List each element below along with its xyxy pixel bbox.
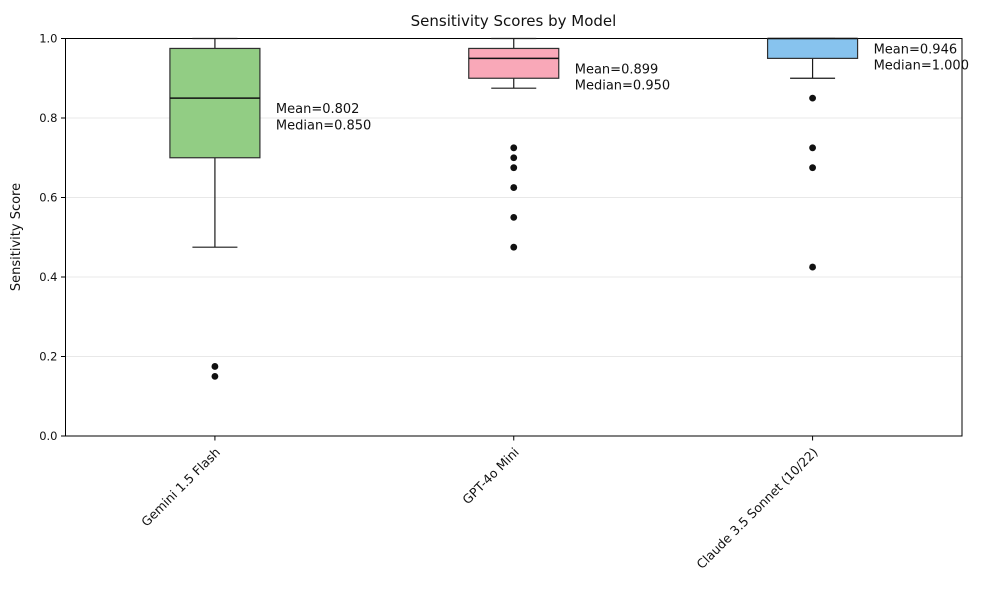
annotation-gemini-1-5-flash: Median=0.850 — [276, 118, 371, 133]
x-tick-label-claude-3-5-sonnet-10-22: Claude 3.5 Sonnet (10/22) — [693, 445, 820, 572]
annotation-gpt-4o-mini: Mean=0.899 — [575, 62, 659, 77]
box-gemini-1-5-flash — [169, 47, 261, 159]
outlier-point-gpt-4o-mini — [510, 154, 518, 162]
outlier-point-gemini-1-5-flash — [211, 372, 219, 380]
y-tick-label: 0.0 — [39, 429, 57, 443]
outlier-point-claude-3-5-sonnet-10-22 — [809, 144, 816, 152]
y-tick-label: 0.4 — [39, 270, 57, 284]
box-claude-3-5-sonnet-10-22 — [766, 37, 859, 59]
y-axis-label: Sensitivity Score — [9, 183, 24, 291]
x-tick-label-gpt-4o-mini: GPT-4o Mini — [459, 445, 522, 508]
annotation-gpt-4o-mini: Median=0.950 — [575, 79, 670, 94]
outlier-point-gpt-4o-mini — [510, 164, 518, 172]
outlier-point-gpt-4o-mini — [510, 213, 518, 221]
annotation-gemini-1-5-flash: Mean=0.802 — [276, 102, 360, 117]
y-tick-label: 0.6 — [39, 191, 57, 205]
outlier-point-claude-3-5-sonnet-10-22 — [809, 263, 816, 271]
outlier-point-gemini-1-5-flash — [211, 363, 219, 370]
outlier-point-gpt-4o-mini — [510, 144, 518, 152]
box-gpt-4o-mini — [468, 47, 560, 79]
chart-title: Sensitivity Scores by Model — [411, 12, 617, 30]
annotation-claude-3-5-sonnet-10-22: Median=1.000 — [874, 59, 969, 74]
outlier-point-claude-3-5-sonnet-10-22 — [809, 164, 816, 172]
outlier-point-gpt-4o-mini — [510, 243, 518, 251]
x-tick-label-gemini-1-5-flash: Gemini 1.5 Flash — [138, 445, 223, 530]
y-tick-label: 0.2 — [39, 350, 57, 364]
y-tick-label: 1.0 — [39, 32, 57, 46]
annotation-claude-3-5-sonnet-10-22: Mean=0.946 — [874, 43, 958, 58]
outlier-point-gpt-4o-mini — [510, 184, 518, 191]
outlier-point-claude-3-5-sonnet-10-22 — [809, 94, 816, 102]
y-tick-label: 0.8 — [39, 111, 57, 125]
plot-layer: 0.0 0.2 0.4 0.6 0.8 1.0 Mean=0.802Median=0.850… — [39, 32, 969, 572]
